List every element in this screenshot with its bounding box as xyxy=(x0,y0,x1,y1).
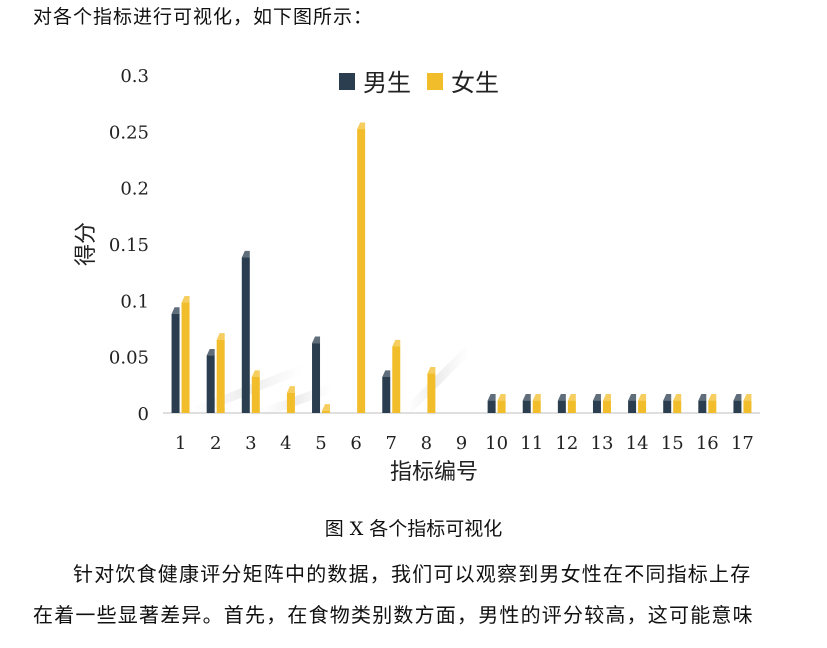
x-tick-label: 15 xyxy=(661,433,684,454)
y-tick-label: 0.05 xyxy=(109,348,149,369)
body-paragraph: 针对饮食健康评分矩阵中的数据，我们可以观察到男女性在不同指标上存 在着一些显著差… xyxy=(33,554,808,636)
y-tick-label: 0.2 xyxy=(120,179,149,200)
y-tick-label: 0.3 xyxy=(120,66,149,87)
bar-female xyxy=(567,394,576,413)
bar-female xyxy=(708,394,717,413)
x-tick-label: 9 xyxy=(456,433,467,454)
x-tick-label: 12 xyxy=(555,433,578,454)
x-tick-label: 13 xyxy=(591,433,614,454)
bar-male xyxy=(206,348,215,413)
bar-male xyxy=(557,394,566,413)
bar-male xyxy=(171,307,180,413)
bar-male xyxy=(592,394,601,413)
x-tick-label: 5 xyxy=(315,433,326,454)
bar-male xyxy=(382,370,391,413)
intro-text: 对各个指标进行可视化，如下图所示： xyxy=(33,6,374,28)
bar-female xyxy=(216,333,225,413)
x-tick-label: 4 xyxy=(280,433,291,454)
bar-female xyxy=(673,394,682,413)
x-tick-label: 1 xyxy=(175,433,186,454)
bar-male xyxy=(733,394,742,413)
x-tick-label: 11 xyxy=(520,433,543,454)
x-tick-label: 10 xyxy=(485,433,508,454)
bar-male xyxy=(487,394,496,413)
decorative-reflection xyxy=(257,383,337,418)
bar-male xyxy=(522,394,531,413)
bar-female xyxy=(286,386,295,413)
legend-swatch xyxy=(339,73,355,90)
paragraph-line: 针对饮食健康评分矩阵中的数据，我们可以观察到男女性在不同指标上存 xyxy=(73,562,752,586)
bar-female xyxy=(743,394,752,413)
bar-female xyxy=(427,366,436,413)
bar-female xyxy=(602,394,611,413)
legend-swatch xyxy=(427,73,443,90)
bar-female xyxy=(181,295,190,413)
bar-male xyxy=(241,250,250,413)
y-tick-label: 0 xyxy=(138,404,149,425)
bar-female xyxy=(251,370,260,413)
legend-label: 男生 xyxy=(363,69,411,97)
x-tick-label: 3 xyxy=(245,433,256,454)
bar-female xyxy=(532,394,541,413)
legend: 男生 女生 xyxy=(339,69,499,97)
x-tick-label: 7 xyxy=(386,433,397,454)
bar-male xyxy=(628,394,637,413)
bar-male xyxy=(698,394,707,413)
y-tick-label: 0.1 xyxy=(120,291,149,312)
bar-male xyxy=(312,336,321,413)
x-tick-label: 6 xyxy=(350,433,361,454)
bar-female xyxy=(322,404,331,413)
x-tick-label: 16 xyxy=(696,433,719,454)
bar-male xyxy=(663,394,672,413)
bar-female xyxy=(392,339,401,413)
bar-chart: 00.050.10.150.20.250.3 1 2 3 4 5 6 7 8 9 10 11 12 13… xyxy=(74,66,760,485)
x-tick-label: 8 xyxy=(421,433,432,454)
y-tick-label: 0.25 xyxy=(109,122,149,143)
x-axis-label: 指标编号 xyxy=(390,460,478,485)
figure-caption: 图 X 各个指标可视化 xyxy=(324,518,503,540)
bar-female xyxy=(357,122,366,413)
x-tick-label: 17 xyxy=(731,433,754,454)
paragraph-line: 在着一些显著差异。首先，在食物类别数方面，男性的评分较高，这可能意味 xyxy=(33,603,754,627)
bar-female xyxy=(497,394,506,413)
y-tick-label: 0.15 xyxy=(109,235,149,256)
y-axis-label: 得分 xyxy=(74,222,99,266)
x-tick-label: 14 xyxy=(626,433,649,454)
bar-female xyxy=(638,394,647,413)
legend-label: 女生 xyxy=(451,69,499,97)
x-tick-label: 2 xyxy=(210,433,221,454)
decorative-reflection xyxy=(400,343,475,418)
